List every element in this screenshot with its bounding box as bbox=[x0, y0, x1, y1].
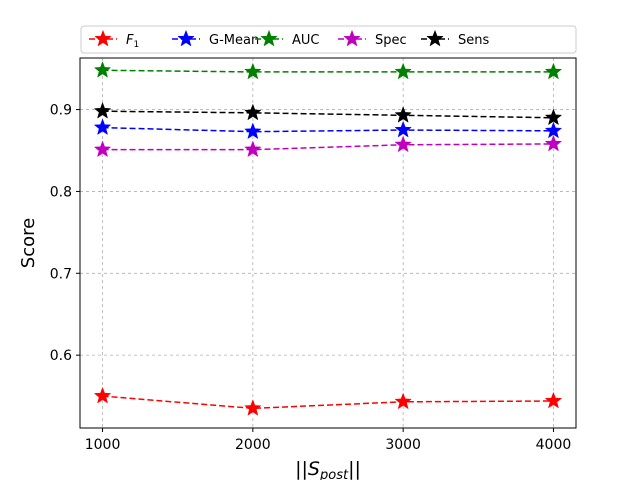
plot-frame bbox=[79, 57, 577, 429]
legend-box bbox=[80, 25, 577, 54]
legend-marker bbox=[426, 29, 444, 47]
legend-label: Sens bbox=[458, 33, 489, 48]
legend-label: F1 bbox=[126, 33, 139, 50]
x-tick-label: 1000 bbox=[85, 437, 121, 453]
series-auc bbox=[93, 61, 563, 80]
data-point-spec bbox=[544, 134, 563, 152]
legend-label: AUC bbox=[292, 33, 320, 48]
series-line-sens bbox=[102, 110, 554, 119]
legend-marker bbox=[260, 29, 278, 47]
data-point-auc bbox=[244, 62, 262, 80]
data-point-sens bbox=[244, 103, 262, 121]
data-point-sens bbox=[394, 106, 412, 123]
legend-item-g-mean: G-Mean bbox=[172, 29, 259, 48]
data-point-auc bbox=[394, 62, 412, 80]
y-tick-label: 0.9 bbox=[50, 103, 72, 119]
x-tick-label: 2000 bbox=[235, 437, 271, 453]
series-line-f1 bbox=[102, 395, 554, 410]
series-line-auc bbox=[102, 69, 554, 73]
x-tick-label: 4000 bbox=[536, 437, 572, 453]
data-point-g-mean bbox=[544, 121, 563, 139]
legend-item-auc: AUC bbox=[255, 29, 320, 48]
legend: F1 G-Mean AUC Spec Sens bbox=[80, 25, 577, 54]
legend-item-f1: F1 bbox=[89, 29, 139, 50]
data-point-spec bbox=[244, 140, 262, 158]
data-point-g-mean bbox=[244, 122, 262, 140]
data-point-sens bbox=[93, 102, 112, 119]
data-point-f1 bbox=[93, 386, 112, 404]
x-axis-label: ||Spost|| bbox=[295, 458, 361, 480]
y-tick-label: 0.7 bbox=[50, 266, 72, 282]
series-g-mean bbox=[93, 118, 563, 140]
data-point-spec bbox=[394, 135, 412, 153]
legend-item-spec: Spec bbox=[338, 29, 407, 48]
legend-marker bbox=[94, 29, 112, 47]
legend-label: Spec bbox=[375, 33, 407, 48]
legend-item-sens: Sens bbox=[421, 29, 489, 48]
data-point-g-mean bbox=[394, 120, 412, 138]
y-tick-label: 0.6 bbox=[50, 348, 72, 364]
legend-label: G-Mean bbox=[209, 33, 259, 48]
y-axis-ticks: 0.6 0.7 0.8 0.9 bbox=[50, 103, 80, 364]
series-line-spec bbox=[102, 143, 554, 151]
x-tick-label: 3000 bbox=[385, 437, 421, 453]
series-line-g-mean bbox=[102, 126, 554, 133]
data-point-g-mean bbox=[93, 118, 112, 136]
y-axis-label: Score bbox=[18, 218, 39, 268]
legend-marker bbox=[177, 29, 195, 47]
data-point-sens bbox=[544, 108, 563, 126]
y-tick-label: 0.8 bbox=[50, 184, 72, 200]
series-f1 bbox=[93, 386, 563, 416]
series-layer bbox=[93, 61, 563, 416]
data-point-f1 bbox=[244, 399, 262, 416]
legend-marker bbox=[343, 29, 361, 47]
series-sens bbox=[93, 102, 563, 126]
data-point-spec bbox=[93, 140, 112, 158]
series-spec bbox=[93, 134, 563, 158]
x-axis-ticks: 1000 2000 3000 4000 bbox=[85, 428, 572, 453]
data-point-f1 bbox=[544, 391, 563, 409]
data-point-auc bbox=[93, 61, 112, 78]
data-point-f1 bbox=[394, 392, 412, 410]
data-point-auc bbox=[544, 62, 563, 80]
